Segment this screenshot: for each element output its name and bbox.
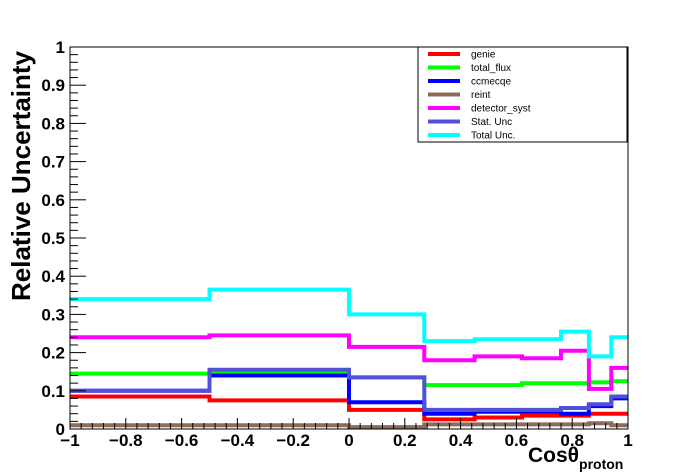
- x-tick-label: −1: [60, 431, 79, 450]
- y-tick-label: 0.5: [41, 229, 65, 248]
- y-tick-label: 1: [56, 38, 65, 57]
- legend-label: ccmecqe: [471, 77, 511, 88]
- y-tick-label: 0.2: [41, 344, 65, 363]
- x-tick-label: −0.4: [221, 431, 255, 450]
- legend-label: total_flux: [471, 63, 511, 74]
- y-tick-label: 0.3: [41, 305, 65, 324]
- legend-label: reint: [471, 90, 491, 101]
- axis-tick-labels: −1 −0.8 −0.6 −0.4 −0.2 0 0.2 0.4 0.6 0.8 1 0 0.1 0.2 0…: [41, 38, 632, 450]
- x-axis-title-main: Cosθ: [528, 444, 579, 467]
- y-tick-label: 0.8: [41, 114, 65, 133]
- y-tick-label: 0.1: [41, 382, 65, 401]
- series-line-total-unc: [70, 287, 628, 359]
- x-tick-label: 0.2: [393, 431, 417, 450]
- series-line-stat-unc: [70, 367, 628, 412]
- x-tick-label: −0.8: [109, 431, 143, 450]
- x-tick-label: −0.2: [276, 431, 310, 450]
- x-tick-label: 0: [344, 431, 353, 450]
- series-layer: [70, 287, 628, 430]
- legend-label: Stat. Unc: [471, 117, 512, 128]
- y-tick-label: 0: [56, 420, 65, 439]
- x-tick-label: 0.4: [449, 431, 473, 450]
- y-tick-label: 0.7: [41, 153, 65, 172]
- y-tick-label: 0.4: [41, 267, 65, 286]
- y-tick-label: 0.6: [41, 191, 65, 210]
- x-axis-title: Cosθproton: [528, 444, 623, 472]
- series-line-detector-syst: [70, 333, 628, 391]
- y-tick-label: 0.9: [41, 76, 65, 95]
- x-tick-label: 0.6: [505, 431, 529, 450]
- x-axis-title-subscript: proton: [579, 456, 623, 472]
- x-tick-label: 1: [623, 431, 632, 450]
- x-tick-label: 0.8: [560, 431, 584, 450]
- legend-label: detector_syst: [471, 104, 531, 115]
- x-tick-label: −0.6: [165, 431, 199, 450]
- legend-label: genie: [471, 50, 496, 61]
- axis-ticks: [69, 46, 629, 430]
- y-axis-title: Relative Uncertainty: [6, 50, 36, 301]
- legend-label: Total Unc.: [471, 131, 515, 142]
